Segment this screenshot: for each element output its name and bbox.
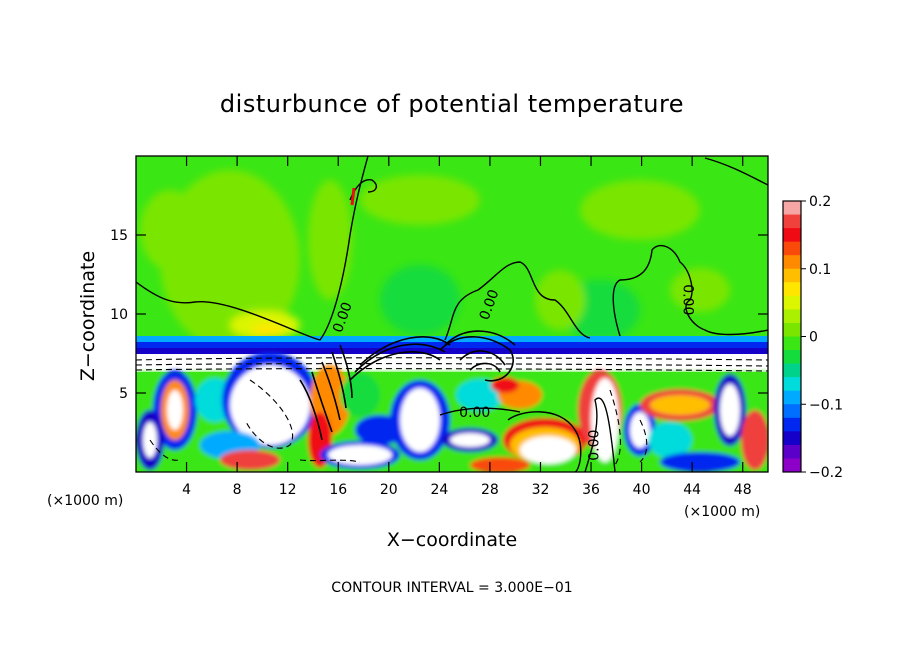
y-tick-label: 5 bbox=[119, 386, 128, 402]
x-axis-ticks: 4 8 12 16 20 24 28 32 36 40 44 48 bbox=[182, 156, 752, 498]
y-tick-label: 10 bbox=[110, 307, 128, 323]
chart-title: disturbunce of potential temperature bbox=[220, 90, 684, 118]
x-tick-label: 24 bbox=[430, 482, 448, 498]
colorbar-swatch bbox=[783, 241, 801, 256]
x-unit-left: (×1000 m) bbox=[47, 493, 123, 509]
y-axis-label: Z−coordinate bbox=[77, 251, 99, 381]
y-tick-label: 15 bbox=[110, 228, 128, 244]
x-tick-label: 28 bbox=[481, 482, 499, 498]
colorbar-tick-label: −0.1 bbox=[809, 397, 843, 413]
colorbar-swatch bbox=[783, 255, 801, 270]
x-tick-label: 20 bbox=[380, 482, 398, 498]
colorbar-swatch bbox=[783, 350, 801, 365]
colorbar-swatch bbox=[783, 322, 801, 337]
colorbar-tick-label: 0.2 bbox=[809, 194, 831, 210]
colorbar-tick-label: 0.1 bbox=[809, 262, 831, 278]
x-axis-label: X−coordinate bbox=[387, 529, 517, 551]
contour-label: 0.00 bbox=[679, 284, 695, 315]
colorbar-swatch bbox=[783, 458, 801, 473]
y-axis-ticks: 5 10 15 bbox=[110, 228, 768, 402]
colorbar-swatch bbox=[783, 228, 801, 243]
colorbar-swatch bbox=[783, 404, 801, 419]
colorbar-tick-label: −0.2 bbox=[809, 465, 843, 481]
colorbar-swatch bbox=[783, 214, 801, 229]
x-tick-label: 16 bbox=[329, 482, 347, 498]
colorbar-swatch bbox=[783, 282, 801, 297]
colorbar-swatch bbox=[783, 417, 801, 432]
colorbar-swatch bbox=[783, 377, 801, 392]
contour-label: 0.00 bbox=[459, 405, 490, 421]
x-tick-label: 12 bbox=[279, 482, 297, 498]
colorbar: 0.2 0.1 0 −0.1 −0.2 bbox=[782, 194, 843, 481]
x-tick-label: 32 bbox=[532, 482, 550, 498]
x-tick-label: 40 bbox=[633, 482, 651, 498]
colorbar-swatch bbox=[783, 309, 801, 324]
x-tick-label: 44 bbox=[683, 482, 701, 498]
colorbar-swatch bbox=[783, 363, 801, 378]
colorbar-swatch bbox=[783, 431, 801, 446]
colorbar-swatch bbox=[783, 390, 801, 405]
x-unit-right: (×1000 m) bbox=[684, 504, 760, 520]
colorbar-swatch bbox=[783, 444, 801, 459]
contour-label: 0.00 bbox=[587, 430, 603, 461]
x-tick-label: 4 bbox=[182, 482, 191, 498]
colorbar-swatch bbox=[783, 201, 801, 216]
colorbar-swatch bbox=[783, 268, 801, 283]
x-tick-label: 8 bbox=[233, 482, 242, 498]
x-tick-label: 36 bbox=[582, 482, 600, 498]
temperature-field bbox=[136, 156, 768, 472]
colorbar-tick-label: 0 bbox=[809, 330, 818, 346]
contour-interval-note: CONTOUR INTERVAL = 3.000E−01 bbox=[331, 580, 572, 596]
colorbar-swatch bbox=[783, 295, 801, 310]
x-tick-label: 48 bbox=[734, 482, 752, 498]
colorbar-swatch bbox=[783, 336, 801, 351]
